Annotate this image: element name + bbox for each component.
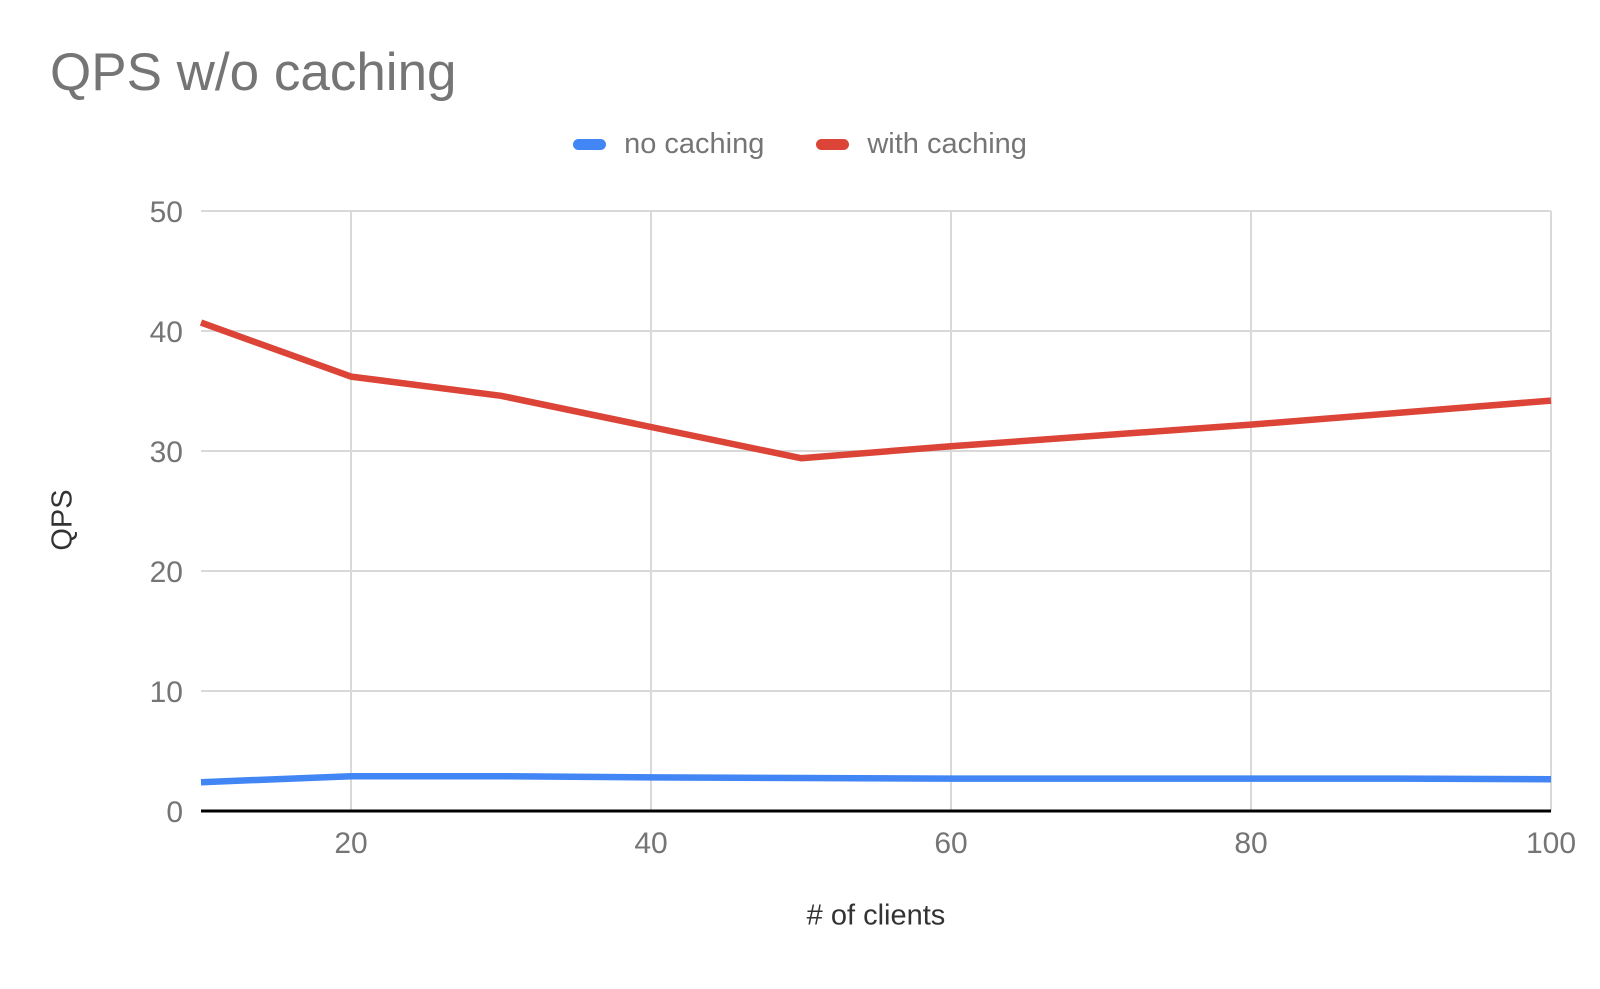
legend-label-no-caching: no caching <box>624 128 765 160</box>
series-line-with-caching <box>199 319 1552 462</box>
x-tick-label: 40 <box>634 827 667 860</box>
legend-swatch-with-caching <box>816 139 850 150</box>
x-tick-label: 80 <box>1234 827 1267 860</box>
y-axis-title: QPS <box>46 489 79 551</box>
x-tick-label: 100 <box>1526 827 1576 860</box>
legend-label-with-caching: with caching <box>867 128 1027 160</box>
y-tick-label: 40 <box>150 316 183 349</box>
y-tick-label: 30 <box>150 436 183 469</box>
y-tick-label: 50 <box>150 196 183 229</box>
legend: no caching with caching <box>0 130 1600 159</box>
x-axis-title: # of clients <box>806 899 946 932</box>
legend-swatch-no-caching <box>573 139 607 150</box>
x-tick-label: 20 <box>334 827 367 860</box>
legend-item-with-caching: with caching <box>816 130 1027 159</box>
chart-title: QPS w/o caching <box>50 43 457 102</box>
y-tick-label: 20 <box>150 556 183 589</box>
y-tick-label: 10 <box>150 676 183 709</box>
y-tick-label: 0 <box>166 796 183 829</box>
legend-item-no-caching: no caching <box>573 130 764 159</box>
series-line-no-caching <box>200 772 1552 786</box>
x-tick-label: 60 <box>934 827 967 860</box>
